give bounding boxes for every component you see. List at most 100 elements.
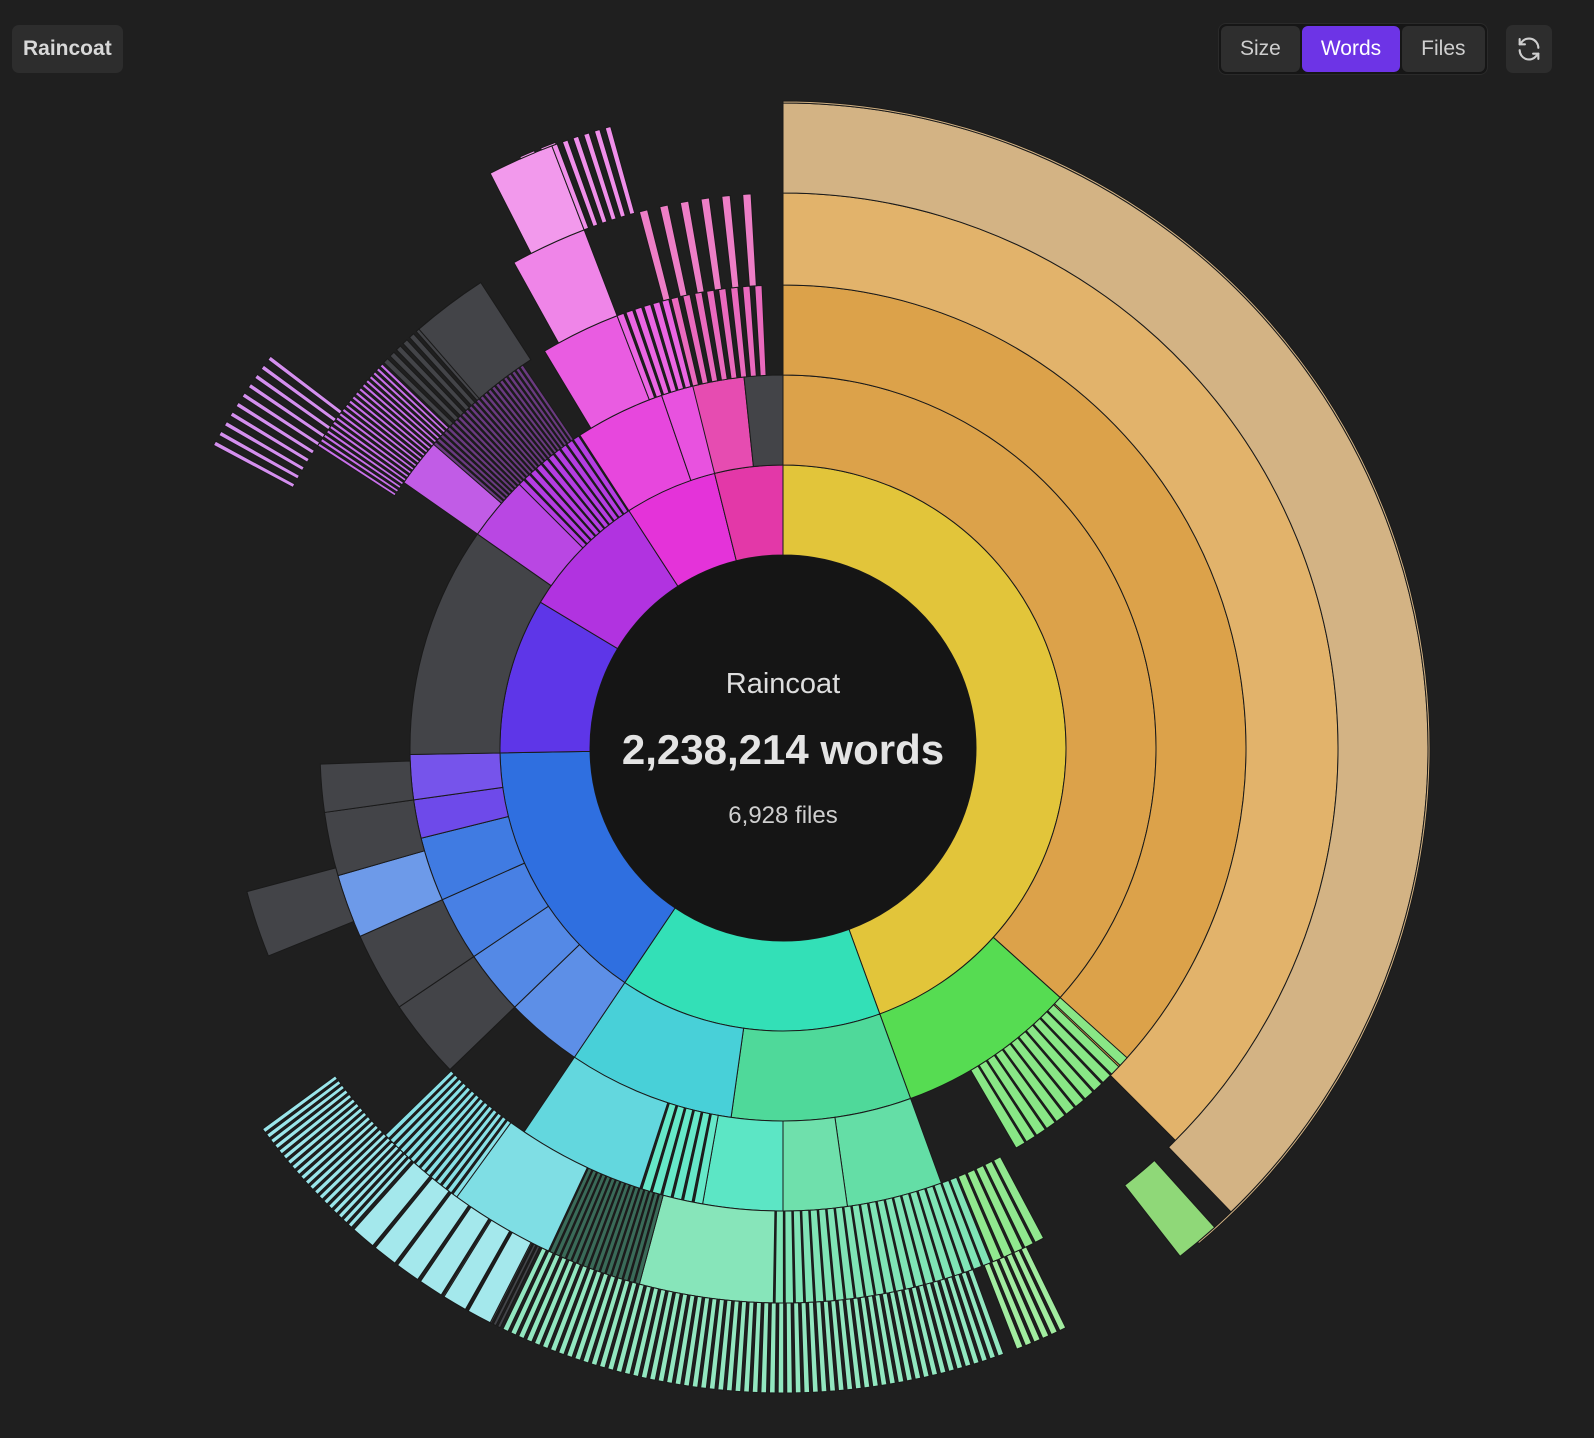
mode-size-button[interactable]: Size bbox=[1221, 26, 1300, 72]
file-segment[interactable] bbox=[327, 1141, 396, 1210]
file-segment[interactable] bbox=[331, 420, 410, 479]
file-segment[interactable] bbox=[384, 1070, 455, 1140]
file-segment[interactable] bbox=[383, 357, 454, 428]
file-segment[interactable] bbox=[867, 1295, 888, 1387]
file-segment[interactable] bbox=[218, 430, 301, 480]
center-disc[interactable] bbox=[590, 555, 976, 941]
file-segment[interactable] bbox=[525, 1256, 568, 1343]
file-segment[interactable] bbox=[300, 1115, 372, 1181]
file-segment[interactable] bbox=[990, 1259, 1033, 1347]
file-segment[interactable] bbox=[368, 374, 441, 441]
file-segment[interactable] bbox=[793, 1302, 802, 1394]
file-segment[interactable] bbox=[347, 1157, 413, 1229]
file-segment[interactable] bbox=[708, 1298, 725, 1390]
file-segment[interactable] bbox=[616, 312, 656, 401]
file-segment[interactable] bbox=[282, 1098, 357, 1160]
file-segment[interactable] bbox=[443, 1219, 511, 1311]
file-segment[interactable] bbox=[519, 150, 536, 160]
file-segment[interactable] bbox=[903, 1287, 930, 1379]
file-segment[interactable] bbox=[743, 1301, 755, 1393]
file-segment[interactable] bbox=[706, 289, 728, 381]
file-segment[interactable] bbox=[358, 386, 432, 451]
file-segment[interactable] bbox=[261, 1075, 339, 1134]
file-segment[interactable] bbox=[582, 1275, 617, 1364]
file-segment[interactable] bbox=[754, 284, 767, 377]
mode-words-button[interactable]: Words bbox=[1301, 26, 1401, 72]
file-segment[interactable] bbox=[834, 1206, 855, 1300]
file-segment[interactable] bbox=[342, 1153, 409, 1224]
file-segment[interactable] bbox=[354, 391, 429, 454]
file-segment[interactable] bbox=[419, 1206, 490, 1296]
file-segment[interactable] bbox=[274, 1089, 349, 1150]
file-segment[interactable] bbox=[625, 309, 663, 398]
file-segment[interactable] bbox=[998, 1256, 1041, 1343]
refresh-button[interactable] bbox=[1506, 25, 1552, 73]
file-segment[interactable] bbox=[1053, 996, 1128, 1067]
file-segment[interactable] bbox=[643, 303, 677, 393]
file-segment[interactable] bbox=[361, 382, 435, 447]
file-segment[interactable] bbox=[323, 1137, 392, 1205]
file-segment[interactable] bbox=[396, 1192, 470, 1281]
folder-segment-level4[interactable] bbox=[246, 867, 355, 957]
file-segment[interactable] bbox=[652, 301, 685, 391]
file-segment[interactable] bbox=[717, 1299, 733, 1391]
file-segment[interactable] bbox=[604, 125, 636, 216]
file-segment[interactable] bbox=[1010, 1037, 1076, 1115]
file-segment[interactable] bbox=[566, 1270, 603, 1359]
file-segment[interactable] bbox=[953, 1273, 988, 1363]
folder-segment-level5[interactable] bbox=[1123, 1159, 1216, 1257]
file-segment[interactable] bbox=[734, 1300, 748, 1393]
file-segment[interactable] bbox=[353, 1161, 431, 1247]
file-segment[interactable] bbox=[533, 1259, 575, 1346]
file-segment[interactable] bbox=[561, 139, 599, 228]
file-segment[interactable] bbox=[229, 411, 310, 463]
file-segment[interactable] bbox=[640, 1288, 667, 1380]
file-segment[interactable] bbox=[970, 1065, 1026, 1149]
file-segment[interactable] bbox=[408, 333, 476, 407]
file-segment[interactable] bbox=[223, 420, 305, 472]
file-segment[interactable] bbox=[325, 429, 405, 486]
file-segment[interactable] bbox=[984, 1160, 1034, 1249]
file-segment[interactable] bbox=[925, 1185, 964, 1277]
file-segment[interactable] bbox=[1047, 1004, 1120, 1075]
file-segment[interactable] bbox=[332, 1145, 400, 1215]
file-segment[interactable] bbox=[874, 1293, 896, 1385]
file-segment[interactable] bbox=[844, 1298, 862, 1390]
file-segment[interactable] bbox=[800, 1302, 811, 1394]
file-segment[interactable] bbox=[674, 1294, 696, 1386]
file-segment[interactable] bbox=[590, 1277, 624, 1367]
file-segment[interactable] bbox=[557, 1267, 596, 1356]
file-segment[interactable] bbox=[295, 1111, 368, 1176]
file-segment[interactable] bbox=[768, 1302, 777, 1394]
file-segment[interactable] bbox=[313, 1128, 384, 1196]
file-segment[interactable] bbox=[309, 1124, 380, 1191]
file-segment[interactable] bbox=[859, 1296, 879, 1388]
file-segment[interactable] bbox=[975, 1164, 1024, 1254]
file-segment[interactable] bbox=[896, 1289, 922, 1380]
folder-segment-level2[interactable] bbox=[730, 1013, 912, 1122]
file-segment[interactable] bbox=[634, 306, 670, 396]
file-segment[interactable] bbox=[978, 1060, 1036, 1143]
file-segment[interactable] bbox=[304, 1120, 376, 1186]
file-segment[interactable] bbox=[784, 1210, 795, 1304]
file-segment[interactable] bbox=[247, 382, 326, 439]
file-segment[interactable] bbox=[1002, 1043, 1066, 1123]
file-segment[interactable] bbox=[881, 1292, 905, 1384]
file-segment[interactable] bbox=[760, 1302, 770, 1394]
file-segment[interactable] bbox=[598, 1279, 631, 1369]
file-segment[interactable] bbox=[742, 193, 757, 287]
file-segment[interactable] bbox=[389, 351, 460, 422]
file-segment[interactable] bbox=[344, 403, 421, 464]
file-segment[interactable] bbox=[524, 473, 592, 545]
file-segment[interactable] bbox=[859, 1202, 885, 1296]
folder-segment-level3[interactable] bbox=[319, 760, 415, 814]
file-segment[interactable] bbox=[467, 1231, 532, 1324]
file-segment[interactable] bbox=[375, 367, 447, 434]
file-segment[interactable] bbox=[679, 200, 705, 294]
file-segment[interactable] bbox=[925, 1282, 955, 1372]
file-segment[interactable] bbox=[910, 1286, 939, 1377]
file-segment[interactable] bbox=[932, 1280, 964, 1370]
file-segment[interactable] bbox=[607, 1281, 638, 1371]
file-segment[interactable] bbox=[700, 197, 723, 291]
file-segment[interactable] bbox=[994, 1049, 1056, 1130]
